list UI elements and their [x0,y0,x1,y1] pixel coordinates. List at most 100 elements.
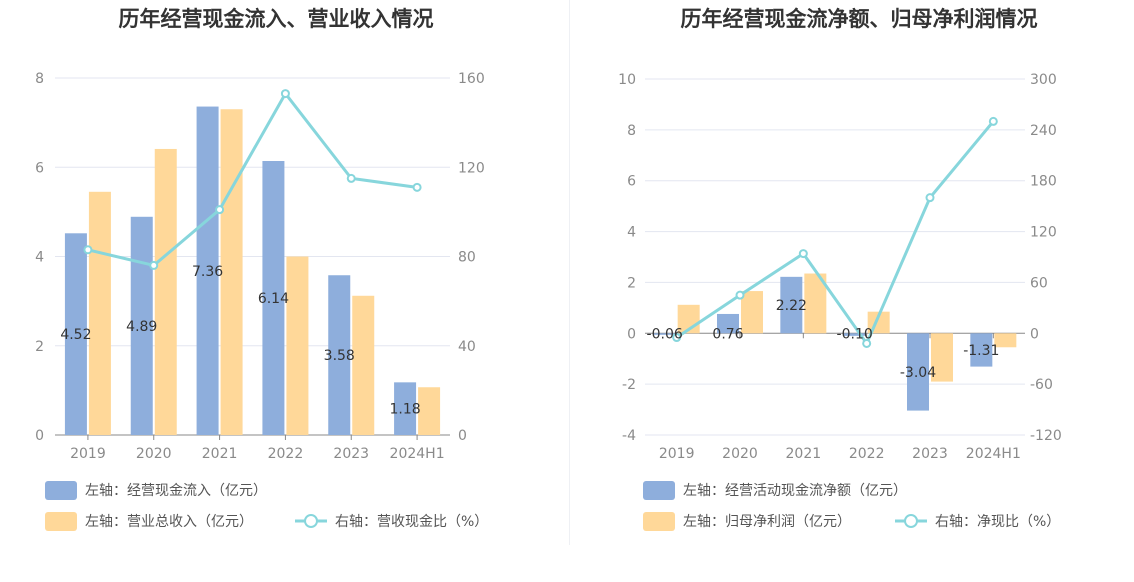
series-line [87,90,418,268]
bar-secondary [741,291,763,334]
left-axis-tick: 8 [35,71,44,87]
x-axis-tick: 2024H1 [966,446,1021,462]
right-axis-tick: 300 [1030,72,1057,88]
bar-secondary [804,273,827,334]
legend-label: 右轴：净现比（%） [935,514,1060,530]
legend-item: 左轴：归母净利润（亿元） [643,512,851,531]
bar-secondary [88,191,111,435]
left-axis-tick: 2 [627,275,636,291]
right-axis-tick: 80 [458,250,476,266]
data-label: 4.89 [126,319,157,335]
line-point [735,290,745,300]
left-axis-tick: 4 [35,250,44,266]
right-axis-tick: 120 [1030,225,1057,241]
line-point [149,260,159,270]
legend-line-marker [304,514,318,528]
bar-secondary [286,256,309,435]
left-axis-tick: 6 [35,160,44,176]
right-axis-tick: 40 [458,339,476,355]
right-axis-tick: 120 [458,160,485,176]
bar-primary [262,161,285,435]
left-axis-tick: -2 [622,377,636,393]
x-axis-tick: 2023 [912,446,948,462]
line-point [215,205,225,215]
right-axis-tick: 0 [458,428,467,444]
data-label: -1.31 [963,343,999,359]
left-axis-tick: 6 [627,174,636,190]
data-label: 3.58 [324,348,355,364]
x-axis-tick: 2021 [786,446,822,462]
x-axis-tick: 2023 [333,446,369,462]
data-label: 1.18 [389,402,420,418]
left-axis-tick: 10 [618,72,636,88]
left-axis-tick: 0 [627,326,636,342]
legend-swatch [643,512,675,531]
line-point [862,338,872,348]
legend-item: 右轴：净现比（%） [895,514,1060,530]
legend-label: 右轴：营收现金比（%） [335,514,488,530]
right-axis-tick: 160 [458,71,485,87]
legend-item: 左轴：经营现金流入（亿元） [45,481,267,500]
bar-secondary [418,387,441,435]
chart-title: 历年经营现金流入、营业收入情况 [119,7,434,31]
left-axis-tick: -4 [622,428,636,444]
data-label: 7.36 [192,264,223,280]
x-axis-tick: 2020 [136,446,172,462]
right-axis-tick: -60 [1030,377,1053,393]
line-point [83,245,93,255]
x-axis-tick: 2024H1 [390,446,445,462]
legend-label: 左轴：归母净利润（亿元） [683,513,851,530]
bar-secondary [154,148,177,436]
legend-swatch [45,481,77,500]
bar-secondary [220,109,243,436]
left-axis-tick: 0 [35,428,44,444]
legend-label: 左轴：经营活动现金流净额（亿元） [683,483,907,499]
bar-primary [196,106,219,435]
legend-swatch [45,512,77,531]
left-axis-tick: 2 [35,339,44,355]
bar-primary [394,382,417,435]
left-axis-tick: 8 [627,123,636,139]
bar-primary [907,333,929,411]
bar-primary [328,275,351,435]
data-label: -3.04 [900,365,936,381]
panel-divider [569,0,570,545]
legend-swatch [643,481,675,500]
data-label: -0.10 [837,326,873,342]
chart-right-panel: 历年经营现金流净额、归母净利润情况 -4 -2 0 2 4 6 8 10 -120 -60 0 60 12… [570,0,1134,582]
bar-secondary [931,333,953,382]
legend-label: 左轴：经营现金流入（亿元） [85,483,267,499]
bar-primary [717,313,739,334]
x-axis-tick: 2022 [268,446,304,462]
right-axis-tick: 0 [1030,326,1039,342]
line-point [412,182,422,192]
bar-secondary [994,333,1017,348]
bar-primary [653,333,676,335]
x-axis-tick: 2021 [202,446,238,462]
right-axis-tick: 180 [1030,174,1057,190]
x-axis-tick: 2022 [849,446,885,462]
chart-left-panel: 历年经营现金流入、营业收入情况 0 2 4 6 8 0 40 80 120 160 2019 2020 2… [35,7,488,531]
right-axis-tick: 60 [1030,275,1048,291]
line-point [672,333,682,343]
legend-item: 左轴：营业总收入（亿元） [45,512,253,531]
left-axis-tick: 4 [627,225,636,241]
right-axis-tick: -120 [1030,428,1062,444]
bar-primary [843,333,866,336]
legend-item: 左轴：经营活动现金流净额（亿元） [643,481,907,500]
line-point [925,193,935,203]
legend-label: 左轴：营业总收入（亿元） [85,514,253,530]
bar-primary [970,333,993,367]
line-point [346,173,356,183]
legend-line-marker [904,514,918,528]
chart-title: 历年经营现金流净额、归母净利润情况 [681,7,1038,31]
x-axis-tick: 2020 [722,446,758,462]
data-label: -0.06 [647,326,683,342]
line-point [798,249,808,259]
bar-secondary [352,295,375,435]
data-label: 2.22 [776,298,807,314]
bar-primary [64,233,87,435]
chart-svg: 历年经营现金流净额、归母净利润情况 -4 -2 0 2 4 6 8 10 -120 -60 0 60 12… [618,7,1062,531]
